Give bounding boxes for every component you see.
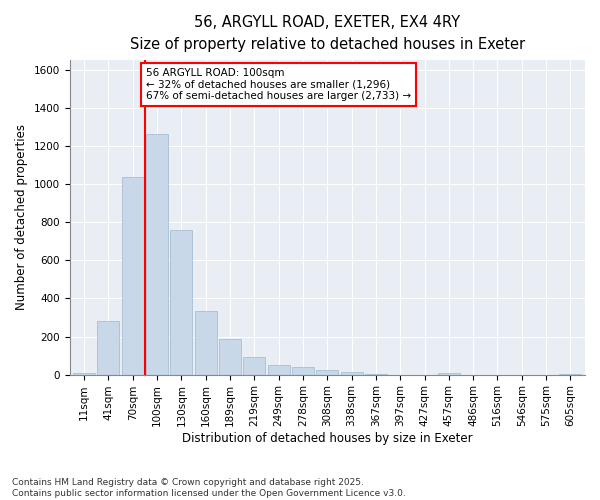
Bar — [244, 358, 265, 374]
Y-axis label: Number of detached properties: Number of detached properties — [15, 124, 28, 310]
Bar — [316, 370, 338, 374]
Bar — [122, 176, 143, 374]
Bar — [219, 340, 241, 374]
Bar — [341, 372, 362, 374]
Text: 56 ARGYLL ROAD: 100sqm
← 32% of detached houses are smaller (1,296)
67% of semi-: 56 ARGYLL ROAD: 100sqm ← 32% of detached… — [146, 68, 411, 101]
Bar — [97, 322, 119, 374]
Bar — [73, 372, 95, 374]
Title: 56, ARGYLL ROAD, EXETER, EX4 4RY
Size of property relative to detached houses in: 56, ARGYLL ROAD, EXETER, EX4 4RY Size of… — [130, 15, 525, 52]
Text: Contains HM Land Registry data © Crown copyright and database right 2025.
Contai: Contains HM Land Registry data © Crown c… — [12, 478, 406, 498]
Bar — [438, 373, 460, 374]
Bar — [195, 311, 217, 374]
Bar — [292, 368, 314, 374]
Bar — [170, 230, 193, 374]
X-axis label: Distribution of detached houses by size in Exeter: Distribution of detached houses by size … — [182, 432, 473, 445]
Bar — [146, 134, 168, 374]
Bar — [268, 365, 290, 374]
